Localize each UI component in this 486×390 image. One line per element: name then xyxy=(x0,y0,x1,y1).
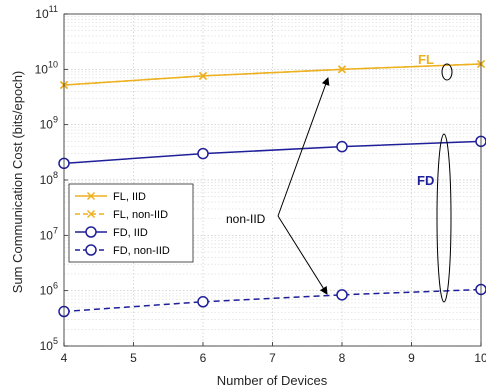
legend-marker xyxy=(85,226,97,238)
fl-annotation-label: FL xyxy=(418,52,434,67)
y-tick-label: 106 xyxy=(40,281,58,298)
noniid-annotation-label: non-IID xyxy=(226,212,266,226)
legend: FL, IID FL, non-IID FD, IID FD, non-IID xyxy=(68,183,194,263)
legend-label: FD, IID xyxy=(113,227,148,239)
annotations: FL FD non-IID xyxy=(222,52,453,303)
legend-marker xyxy=(85,244,97,256)
y-axis-label: Sum Communication Cost (bits/epoch) xyxy=(10,71,25,294)
y-tick-label: 1010 xyxy=(35,59,58,76)
series-line-0 xyxy=(63,63,482,86)
y-tick-label: 109 xyxy=(40,115,58,132)
y-tick-label: 105 xyxy=(40,336,58,353)
fd-ellipse xyxy=(436,133,452,303)
legend-label: FL, IID xyxy=(113,191,146,203)
legend-label: FD, non-IID xyxy=(113,245,170,257)
legend-marker xyxy=(86,191,96,201)
x-axis-label: Number of Devices xyxy=(217,373,328,388)
y-tick-label: 1011 xyxy=(35,4,58,21)
x-ticks: 4 5 6 7 8 9 10 xyxy=(61,342,486,365)
x-tick-label: 7 xyxy=(269,351,276,365)
y-ticks: 105 106 107 108 109 1010 1011 xyxy=(35,4,68,353)
series-line-2 xyxy=(63,140,482,165)
y-tick-label: 107 xyxy=(40,225,58,242)
noniid-arrow-down xyxy=(277,215,328,295)
data-point-3 xyxy=(336,289,348,301)
fl-ellipse xyxy=(441,63,453,81)
data-point-1 xyxy=(337,65,347,74)
legend-marker xyxy=(86,209,96,219)
x-tick-label: 9 xyxy=(408,351,415,365)
x-tick-label: 8 xyxy=(339,351,346,365)
data-point-2 xyxy=(336,140,348,153)
x-tick-label: 10 xyxy=(474,351,486,365)
x-tick-label: 4 xyxy=(61,351,68,365)
fd-annotation-label: FD xyxy=(417,173,434,188)
data-point-2 xyxy=(197,147,209,160)
data-point-3 xyxy=(197,296,209,308)
x-tick-label: 6 xyxy=(200,351,207,365)
y-tick-label: 108 xyxy=(40,170,58,187)
legend-label: FL, non-IID xyxy=(113,209,168,221)
x-tick-label: 5 xyxy=(130,351,137,365)
noniid-arrow-up xyxy=(277,77,330,217)
noniid-label-bg xyxy=(222,210,278,228)
data-point-1 xyxy=(198,71,208,80)
grid xyxy=(63,14,482,347)
